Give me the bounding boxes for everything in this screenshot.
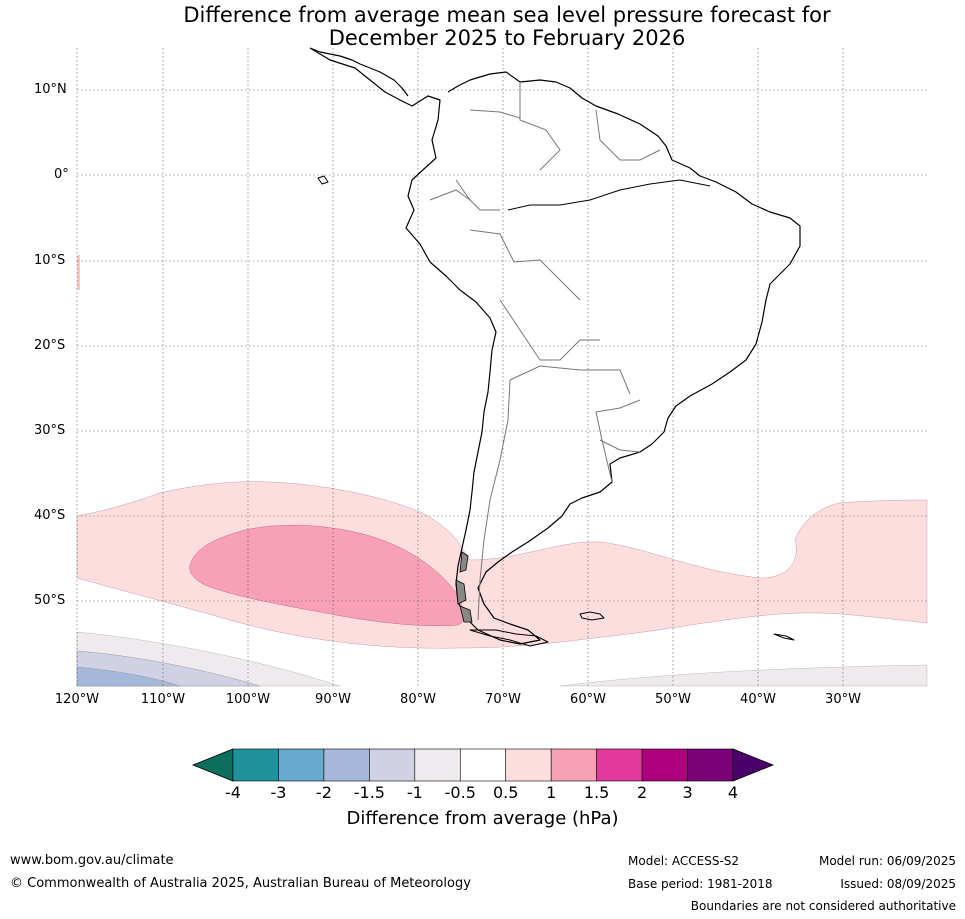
footer-issued: Issued: 08/09/2025 <box>840 877 956 891</box>
pressure-anomaly-contours <box>76 255 928 687</box>
title-line-1: Difference from average mean sea level p… <box>183 3 831 27</box>
footer-model-run: Model run: 06/09/2025 <box>818 854 956 868</box>
lon-label-100w: 100°W <box>225 692 271 707</box>
amazon-river <box>507 179 711 211</box>
lat-label-40s: 40°S <box>34 508 66 523</box>
lon-label-90w: 90°W <box>315 692 351 707</box>
galapagos <box>317 175 329 185</box>
footer-base-period: Base period: 1981-2018 <box>628 877 773 891</box>
colorbar-tick-label: 4 <box>727 783 739 802</box>
colorbar-segment <box>550 748 597 782</box>
colorbar-segment <box>414 748 461 782</box>
lat-label-30s: 30°S <box>34 423 66 438</box>
colorbar-tick-label: -2 <box>315 783 332 802</box>
lon-label-110w: 110°W <box>140 692 186 707</box>
colorbar-arrow-low <box>191 748 234 782</box>
footer-copyright: © Commonwealth of Australia 2025, Austra… <box>10 876 471 891</box>
colorbar-tick-label: 3 <box>682 783 693 802</box>
colorbar-segment <box>505 748 552 782</box>
colorbar-segment <box>232 748 279 782</box>
central-america-coast <box>309 47 409 97</box>
lon-label-120w: 120°W <box>54 692 100 707</box>
lat-label-50s: 50°S <box>34 593 66 608</box>
colorbar-tick-label: 1 <box>546 783 557 802</box>
colorbar-arrow-high <box>732 748 775 782</box>
tierra-del-fuego <box>469 629 549 647</box>
colorbar-tick-label: 0.5 <box>492 783 519 802</box>
falkland-islands <box>579 611 605 621</box>
lat-label-10n: 10°N <box>34 82 67 97</box>
colorbar-tick-label: -4 <box>225 783 241 802</box>
title-line-2: December 2025 to February 2026 <box>328 26 686 50</box>
colorbar-tick-label: -3 <box>270 783 287 802</box>
lon-label-50w: 50°W <box>655 692 691 707</box>
footer-site: www.bom.gov.au/climate <box>10 853 174 868</box>
colorbar-tick-label: 1.5 <box>583 783 610 802</box>
footer-disclaimer: Boundaries are not considered authoritat… <box>690 899 956 913</box>
colorbar-label: Difference from average (hPa) <box>346 808 619 829</box>
lon-label-30w: 30°W <box>825 692 861 707</box>
lon-label-80w: 80°W <box>400 692 436 707</box>
footer-model: Model: ACCESS-S2 <box>628 854 740 868</box>
colorbar-tick-label: -0.5 <box>444 783 476 802</box>
colorbar-tick-label: -1 <box>406 783 423 802</box>
colorbar-segment <box>459 748 507 782</box>
lon-label-70w: 70°W <box>485 692 521 707</box>
colorbar-segment <box>687 748 734 782</box>
contour-pos-05-west <box>76 481 928 649</box>
coastlines <box>309 47 801 647</box>
lon-label-40w: 40°W <box>740 692 776 707</box>
colorbar-tick-label: -1.5 <box>353 783 385 802</box>
lat-label-20s: 20°S <box>34 338 66 353</box>
lon-label-60w: 60°W <box>570 692 606 707</box>
contour-neg-15 <box>76 666 181 687</box>
graticule <box>76 48 927 686</box>
chile-archipelago <box>455 551 473 623</box>
map-title: Difference from average mean sea level p… <box>0 4 965 50</box>
colorbar-segment <box>278 748 325 782</box>
south-america-coast <box>309 47 801 645</box>
lat-label-0: 0° <box>54 167 69 182</box>
colorbar-segment <box>323 748 370 782</box>
map-canvas <box>76 47 928 687</box>
colorbar-segment <box>369 748 416 782</box>
contour-edge-west <box>77 255 80 290</box>
colorbar-tick-label: 2 <box>636 783 648 802</box>
south-georgia <box>773 633 795 641</box>
contour-neg-05-east <box>559 664 928 687</box>
country-borders <box>429 82 661 621</box>
colorbar-segment <box>641 748 688 782</box>
colorbar-segment <box>596 748 643 782</box>
lat-label-10s: 10°S <box>34 253 66 268</box>
